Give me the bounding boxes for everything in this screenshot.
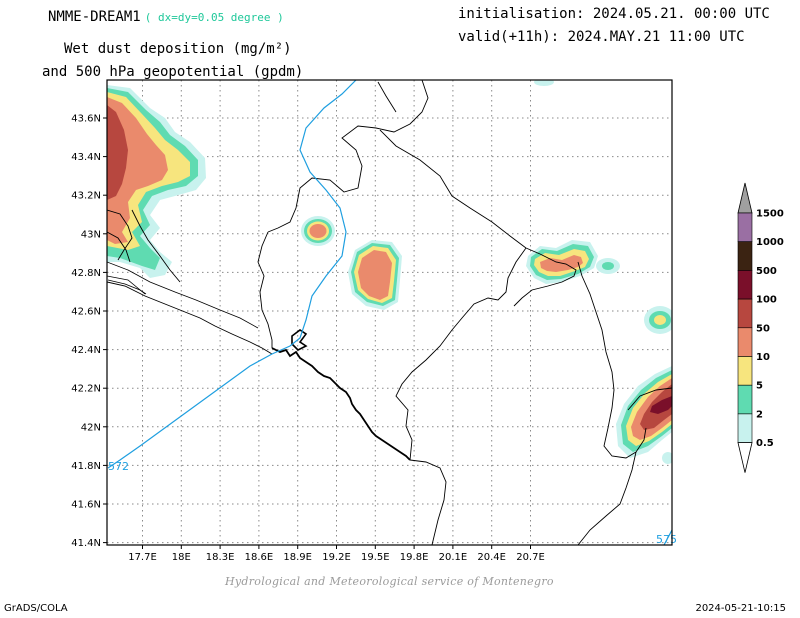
border-kosovo-east	[577, 261, 647, 459]
colorbar-cell	[737, 356, 753, 386]
border-montenegro-kosovo-albania	[395, 247, 527, 461]
colorbar-level-label: 1000	[756, 237, 784, 248]
lat-tick-label: 43.6N	[71, 114, 101, 125]
dust-blob-east-small	[644, 306, 672, 334]
colorbar-level-label: 1500	[756, 209, 784, 220]
bay-of-kotor	[291, 329, 308, 351]
colorbar-level-label: 50	[756, 323, 770, 334]
valid-time: valid(+11h): 2024.MAY.21 11:00 UTC	[458, 29, 745, 45]
lat-tick-label: 41.4N	[71, 538, 101, 549]
lon-tick-label: 20.1E	[439, 552, 468, 563]
lat-tick-label: 42.6N	[71, 307, 101, 318]
software-label: GrADS/COLA	[4, 603, 68, 614]
lon-tick-label: 17.7E	[128, 552, 157, 563]
colorbar-cell	[737, 270, 753, 300]
lat-tick-label: 42.8N	[71, 268, 101, 279]
colorbar-level-label: 5	[756, 381, 763, 392]
geopotential-contours	[107, 80, 672, 545]
colorbar-top-arrow	[737, 182, 753, 214]
border-albania	[409, 459, 447, 545]
lon-tick-label: 20.7E	[516, 552, 545, 563]
coastline-islands	[107, 261, 259, 329]
colorbar-level-label: 100	[756, 295, 777, 306]
colorbar-bottom-arrow	[737, 442, 753, 473]
lon-tick-label: 18E	[172, 552, 191, 563]
dust-blob-west	[107, 85, 206, 278]
lat-tick-label: 43N	[81, 229, 101, 240]
colorbar-cell	[737, 212, 753, 243]
dust-deposition-field	[107, 80, 672, 464]
contour-575	[663, 529, 672, 545]
lat-tick-label: 41.8N	[71, 461, 101, 472]
lat-tick-label: 43.4N	[71, 152, 101, 163]
lon-tick-label: 20.4E	[477, 552, 506, 563]
credit-line: Hydrological and Meteorological service …	[225, 575, 554, 588]
contour-label-575: 575	[656, 533, 677, 546]
lon-tick-label: 18.3E	[206, 552, 235, 563]
colorbar-cell	[737, 298, 753, 329]
lat-tick-label: 42N	[81, 422, 101, 433]
initialisation-time: initialisation: 2024.05.21. 00:00 UTC	[458, 6, 770, 22]
field-title-line2: and 500 hPa geopotential (gpdm)	[42, 64, 304, 80]
colorbar-level-label: 2	[756, 409, 763, 420]
colorbar-level-label: 500	[756, 266, 777, 277]
latitude-axis: 43.6N 43.4N 43.2N 43N 42.8N 42.6N 42.4N 42.2N 42…	[71, 114, 107, 549]
model-resolution: ( dx=dy=0.05 degree )	[144, 11, 284, 24]
lat-tick-label: 42.4N	[71, 345, 101, 356]
colorbar-cell	[737, 327, 753, 357]
dust-blob-north-central	[301, 216, 335, 246]
longitude-axis: 17.7E 18E 18.3E 18.6E 18.9E 19.2E 19.5E 19.8E 20…	[128, 545, 545, 563]
coastline-montenegro	[271, 347, 411, 461]
colorbar-legend: 1500 1000 500 100 50 10 5 2 0.5	[737, 182, 784, 473]
field-title-line1: Wet dust deposition (mg/m²)	[64, 41, 292, 57]
dust-blob-southeast	[616, 366, 672, 464]
model-name: NMME-DREAM1	[48, 9, 141, 25]
borders-and-coastline	[107, 80, 672, 545]
colorbar-cell	[737, 413, 753, 443]
coastline-adriatic	[107, 281, 273, 355]
title-model-line: NMME-DREAM1( dx=dy=0.05 degree )	[48, 6, 284, 25]
lon-tick-label: 19.2E	[322, 552, 351, 563]
colorbar-cell	[737, 384, 753, 415]
lon-tick-label: 19.8E	[400, 552, 429, 563]
border-montenegro-serbia	[379, 129, 527, 249]
colorbar-level-label: 0.5	[756, 438, 774, 449]
lon-tick-label: 18.6E	[245, 552, 274, 563]
lon-tick-label: 18.9E	[283, 552, 312, 563]
lon-tick-label: 19.5E	[361, 552, 390, 563]
lat-tick-label: 43.2N	[71, 191, 101, 202]
lat-tick-label: 41.6N	[71, 500, 101, 511]
border-montenegro-bih	[267, 80, 429, 233]
contour-572	[107, 80, 357, 469]
colorbar-cell	[737, 241, 753, 271]
dust-blob-central	[348, 240, 402, 310]
contour-label-572: 572	[108, 460, 129, 473]
colorbar-level-label: 10	[756, 352, 770, 363]
border-kosovo-north	[513, 247, 577, 307]
lat-tick-label: 42.2N	[71, 384, 101, 395]
creation-timestamp: 2024-05-21-10:15	[695, 603, 786, 614]
map-frame	[106, 79, 673, 546]
